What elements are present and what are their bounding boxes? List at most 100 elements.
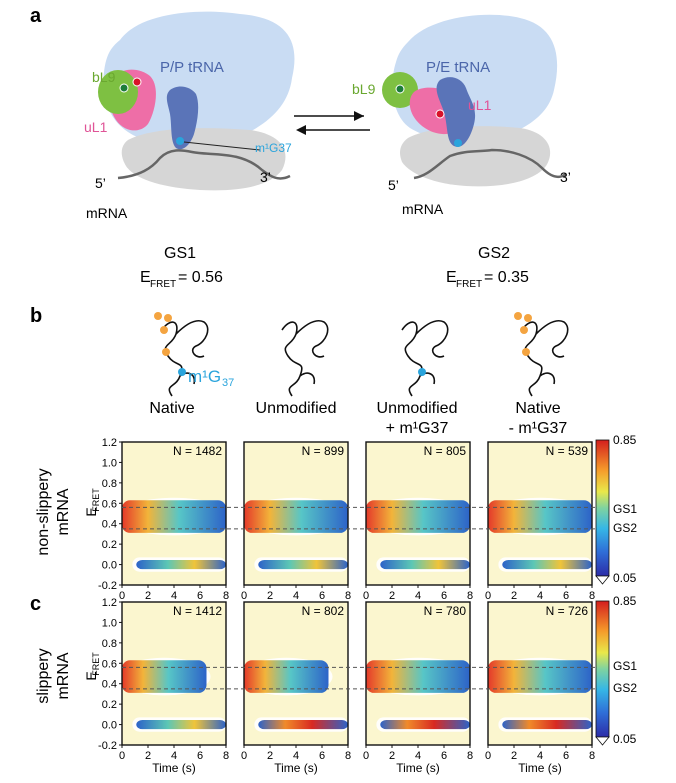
low-fret-band <box>136 719 226 730</box>
x-axis-label: Time (s) <box>152 761 196 775</box>
three-prime-right: 3’ <box>560 169 571 185</box>
bL9-label-left: bL9 <box>92 69 116 85</box>
colorbar-c-gs1: GS1 <box>613 659 637 673</box>
y-tick-label: 0.0 <box>102 560 117 572</box>
m1G37-label-left: m¹G37 <box>255 141 292 155</box>
efret-gs1-value: = 0.56 <box>178 269 223 286</box>
low-fret-band <box>502 559 592 570</box>
x-tick-label: 2 <box>145 750 151 762</box>
colorbar-b-gs2: GS2 <box>613 521 637 535</box>
condition-3-line-2: + m¹G37 <box>386 420 449 437</box>
panel-a-label: a <box>30 5 42 27</box>
x-tick-label: 8 <box>467 750 473 762</box>
colorbar-b: 0.85 0.05 GS1 GS2 <box>595 433 637 585</box>
heatmap-c-3: N = 780 0 2 4 6 8 Time (s) <box>362 601 474 775</box>
n-count-label: N = 802 <box>302 604 345 618</box>
bL9-label-right: bL9 <box>352 81 376 97</box>
low-fret-band <box>502 719 592 730</box>
x-tick-label: 0 <box>485 590 491 602</box>
x-tick-label: 6 <box>563 750 569 762</box>
low-fret-band <box>380 719 470 730</box>
m1g-sub: 37 <box>222 377 234 389</box>
n-count-label: N = 1482 <box>173 444 222 458</box>
high-fret-band <box>366 500 470 533</box>
colorbar-c-gradient <box>595 600 610 738</box>
high-fret-band <box>488 500 592 533</box>
m1G37-pointer-line <box>183 141 261 151</box>
x-tick-label: 8 <box>589 590 595 602</box>
ribosome-gs1-illustration <box>98 11 295 191</box>
x-tick-label: 4 <box>537 750 543 762</box>
mrna-strand-right <box>413 148 567 180</box>
y-tick-label: 0.6 <box>102 498 117 510</box>
panel-b-label: b <box>30 305 42 327</box>
uL1-label-right: uL1 <box>468 97 492 113</box>
y-tick-label: 1.0 <box>102 617 117 629</box>
x-tick-label: 6 <box>441 750 447 762</box>
row-c-ylabel-sub: FRET <box>91 652 101 676</box>
bL9-dye-left <box>119 83 129 93</box>
x-tick-label: 8 <box>467 590 473 602</box>
y-tick-label: 0.2 <box>102 699 117 711</box>
equilibrium-arrows <box>294 111 370 135</box>
n-count-label: N = 1412 <box>173 604 222 618</box>
x-axis-label: Time (s) <box>396 761 440 775</box>
x-tick-label: 0 <box>241 590 247 602</box>
row-b-label-2: mRNA <box>55 488 72 535</box>
colorbar-b-gs1: GS1 <box>613 502 637 516</box>
x-tick-label: 2 <box>267 590 273 602</box>
mrna-label-right: mRNA <box>402 201 444 217</box>
x-tick-label: 6 <box>563 590 569 602</box>
uL1-dye-right <box>435 109 445 119</box>
five-prime-right: 5’ <box>388 177 399 193</box>
tRNA-shape-left <box>166 86 199 150</box>
x-tick-label: 8 <box>223 590 229 602</box>
large-subunit-right <box>392 14 558 144</box>
panel-c-label: c <box>30 593 41 615</box>
colorbar-c-gs2: GS2 <box>613 681 637 695</box>
low-fret-band <box>258 559 348 570</box>
colorbar-c: 0.85 0.05 GS1 GS2 <box>595 594 637 746</box>
small-subunit-left <box>121 128 286 191</box>
colorbar-c-extend <box>595 736 610 746</box>
bL9-shape-left <box>98 70 138 114</box>
x-tick-label: 2 <box>145 590 151 602</box>
row-b-ylabel-main: E <box>83 507 99 516</box>
row-b-ylabel: E FRET <box>83 488 101 517</box>
y-tick-label: -0.2 <box>98 580 117 592</box>
x-tick-label: 2 <box>267 750 273 762</box>
high-fret-band <box>488 660 592 693</box>
row-c-label-1: slippery <box>35 648 52 703</box>
condition-titles: Native Unmodified Unmodified + m¹G37 Nat… <box>149 400 567 437</box>
efret-gs2-value: = 0.35 <box>484 269 529 286</box>
condition-3-line-1: Unmodified <box>377 400 458 417</box>
x-tick-label: 6 <box>441 590 447 602</box>
condition-4-line-1: Native <box>515 400 560 417</box>
efret-gs1-main: E <box>140 269 151 286</box>
n-count-label: N = 780 <box>424 604 467 618</box>
x-tick-label: 6 <box>197 590 203 602</box>
trna-structure-unmodified-plus <box>401 319 449 397</box>
n-count-label: N = 899 <box>302 444 345 458</box>
uL1-dye-left <box>132 77 142 87</box>
x-tick-label: 4 <box>537 590 543 602</box>
x-tick-label: 0 <box>119 590 125 602</box>
x-tick-label: 6 <box>197 750 203 762</box>
row-b-ylabel-sub: FRET <box>91 488 101 512</box>
x-axis-label: Time (s) <box>274 761 318 775</box>
ribosome-gs2-illustration <box>382 14 567 187</box>
y-tick-label: 0.0 <box>102 720 117 732</box>
x-tick-label: 8 <box>345 590 351 602</box>
condition-1-line-1: Native <box>149 400 194 417</box>
x-tick-label: 4 <box>415 590 421 602</box>
high-fret-band <box>122 500 226 533</box>
state-gs1: GS1 <box>164 245 196 262</box>
m1g-label: m¹G <box>188 367 221 386</box>
x-tick-label: 2 <box>511 590 517 602</box>
high-fret-band <box>244 660 329 693</box>
five-prime-left: 5’ <box>95 175 106 191</box>
row-b-label-1: non-slippery <box>35 468 52 555</box>
x-tick-label: 6 <box>319 590 325 602</box>
trna-structure-native <box>154 312 209 397</box>
x-tick-label: 6 <box>319 750 325 762</box>
